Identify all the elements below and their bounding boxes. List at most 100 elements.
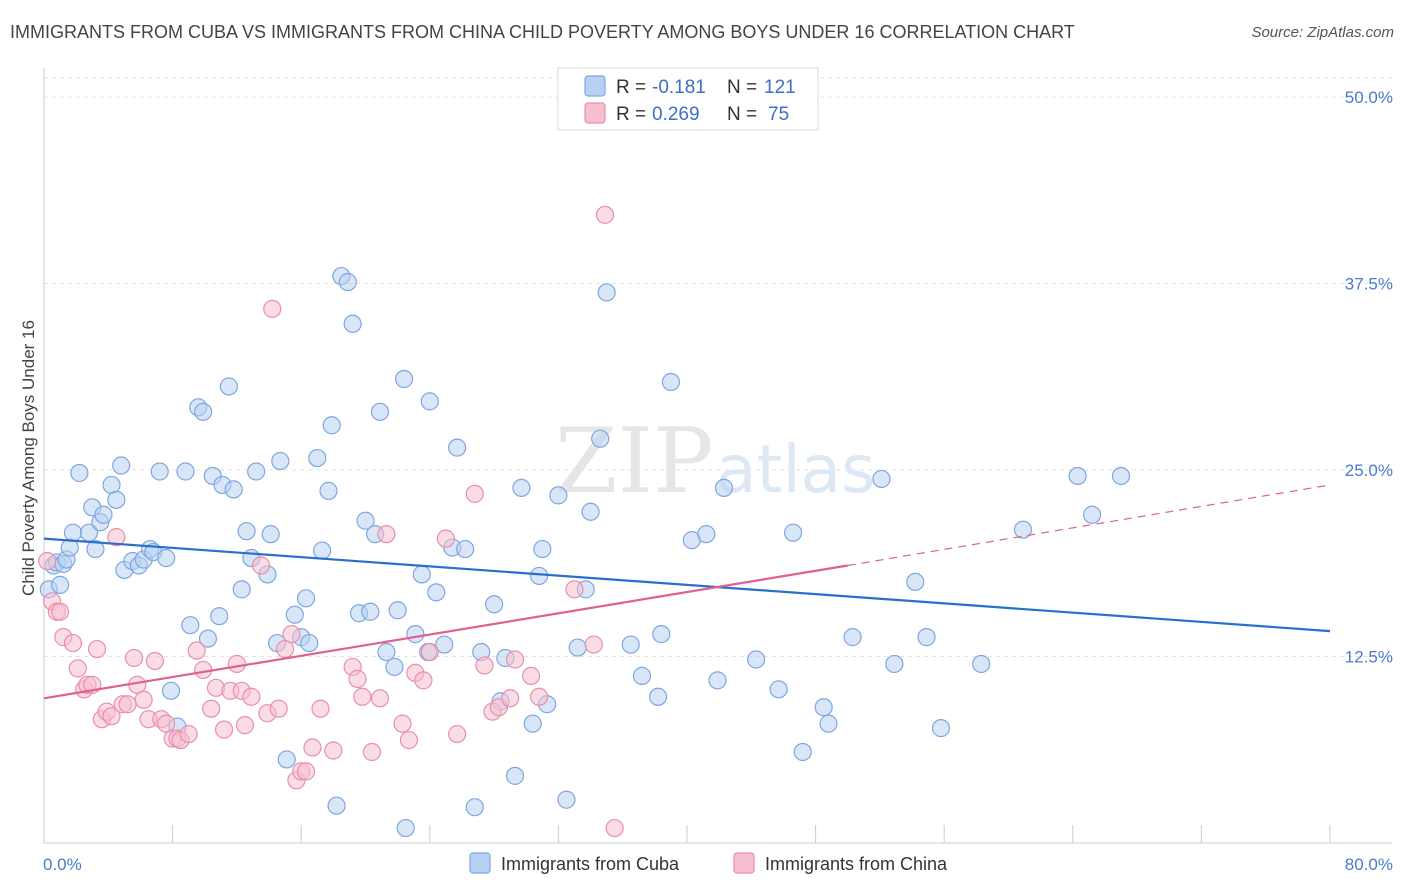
cuba-point	[300, 633, 319, 653]
china-point	[118, 695, 137, 714]
legend-china-n-label: N =	[727, 104, 757, 125]
cuba-point	[224, 480, 243, 499]
cuba-point	[783, 523, 803, 542]
cuba-point	[176, 462, 195, 481]
bottom-legend-china-swatch	[733, 852, 755, 874]
china-point	[362, 742, 382, 762]
legend-cuba-r-value: -0.181	[652, 77, 706, 98]
cuba-point	[247, 462, 266, 481]
cuba-point	[94, 505, 113, 524]
y-tick-label: 12.5%	[1345, 648, 1393, 667]
cuba-point	[210, 607, 229, 626]
cuba-point	[277, 750, 296, 769]
cuba-point	[232, 580, 251, 599]
cuba-point	[465, 798, 484, 817]
legend-china-r-label: R =	[616, 104, 646, 125]
source-credit: Source: ZipAtlas.com	[1251, 24, 1394, 41]
legend-cuba-swatch	[584, 75, 606, 97]
cuba-point	[237, 522, 256, 541]
cuba-point	[361, 602, 380, 621]
cuba-point	[343, 314, 362, 333]
watermark-zip: ZIP	[555, 409, 714, 514]
cuba-point	[1013, 520, 1033, 539]
china-point	[102, 707, 121, 726]
cuba-point	[50, 575, 70, 594]
cuba-point	[427, 583, 446, 602]
china-point	[124, 648, 144, 668]
watermark-atlas: atlas	[716, 431, 876, 508]
legend-china-r-value: 0.269	[652, 104, 700, 125]
china-point	[399, 730, 419, 750]
cuba-point	[271, 451, 290, 471]
china-point	[414, 671, 433, 690]
cuba-point	[505, 766, 525, 785]
cuba-point	[319, 481, 338, 500]
china-point	[282, 625, 301, 644]
china-point	[235, 716, 255, 735]
cuba-point	[1082, 505, 1102, 524]
x-tick-label-min: 0.0%	[43, 855, 82, 874]
china-point	[436, 529, 455, 548]
china-point	[521, 666, 541, 685]
cuba-point	[63, 523, 83, 542]
cuba-point	[648, 687, 668, 706]
cuba-point	[549, 486, 568, 505]
china-point	[565, 580, 584, 599]
cuba-point	[747, 650, 766, 669]
bottom-legend: Immigrants from Cuba Immigrants from Chi…	[469, 852, 948, 874]
china-point	[501, 689, 520, 708]
china-point	[145, 651, 165, 671]
cuba-point	[568, 638, 587, 657]
cuba-point	[322, 416, 341, 435]
china-point	[134, 690, 153, 709]
cuba-point	[261, 525, 280, 544]
legend-china-n-value: 75	[768, 104, 789, 125]
cuba-point	[86, 539, 105, 559]
cuba-point	[697, 525, 716, 544]
cuba-point	[714, 478, 734, 498]
cuba-point	[1068, 466, 1087, 486]
cuba-point	[181, 616, 200, 635]
cuba-point	[621, 635, 640, 654]
cuba-point	[632, 666, 652, 685]
china-point	[214, 720, 234, 739]
cuba-point	[931, 719, 951, 738]
china-point	[50, 602, 70, 621]
cuba-point	[356, 511, 375, 530]
china-point	[269, 699, 288, 718]
china-point	[311, 699, 330, 718]
cuba-point	[406, 625, 425, 644]
china-point	[68, 659, 87, 678]
cuba-point	[285, 605, 304, 624]
legend-china-swatch	[584, 102, 606, 124]
cuba-point	[412, 565, 431, 584]
axes	[43, 68, 1392, 844]
cuba-point	[161, 681, 181, 700]
y-axis-label: Child Poverty Among Boys Under 16	[19, 320, 38, 596]
cuba-point	[793, 742, 812, 762]
cuba-point	[652, 625, 671, 644]
china-point	[475, 656, 494, 675]
china-point	[595, 205, 615, 224]
cuba-point	[485, 595, 504, 614]
china-point	[303, 738, 322, 757]
cuba-point	[814, 698, 833, 717]
cuba-point	[70, 463, 89, 483]
cuba-point	[456, 539, 475, 559]
trendlines	[43, 484, 1331, 700]
cuba-point	[157, 548, 176, 568]
china-point	[87, 639, 107, 659]
cuba-point	[769, 680, 788, 699]
legend-cuba-r-label: R =	[616, 77, 646, 98]
cuba-point	[308, 448, 327, 468]
y-tick-label: 25.0%	[1345, 461, 1393, 480]
china-point	[107, 528, 126, 547]
cuba-point	[385, 657, 404, 677]
china-point	[448, 724, 467, 744]
cuba-point	[906, 572, 925, 592]
cuba-point	[219, 377, 238, 396]
cuba-point	[396, 818, 415, 838]
cuba-point	[338, 272, 357, 292]
china-point	[377, 525, 396, 544]
